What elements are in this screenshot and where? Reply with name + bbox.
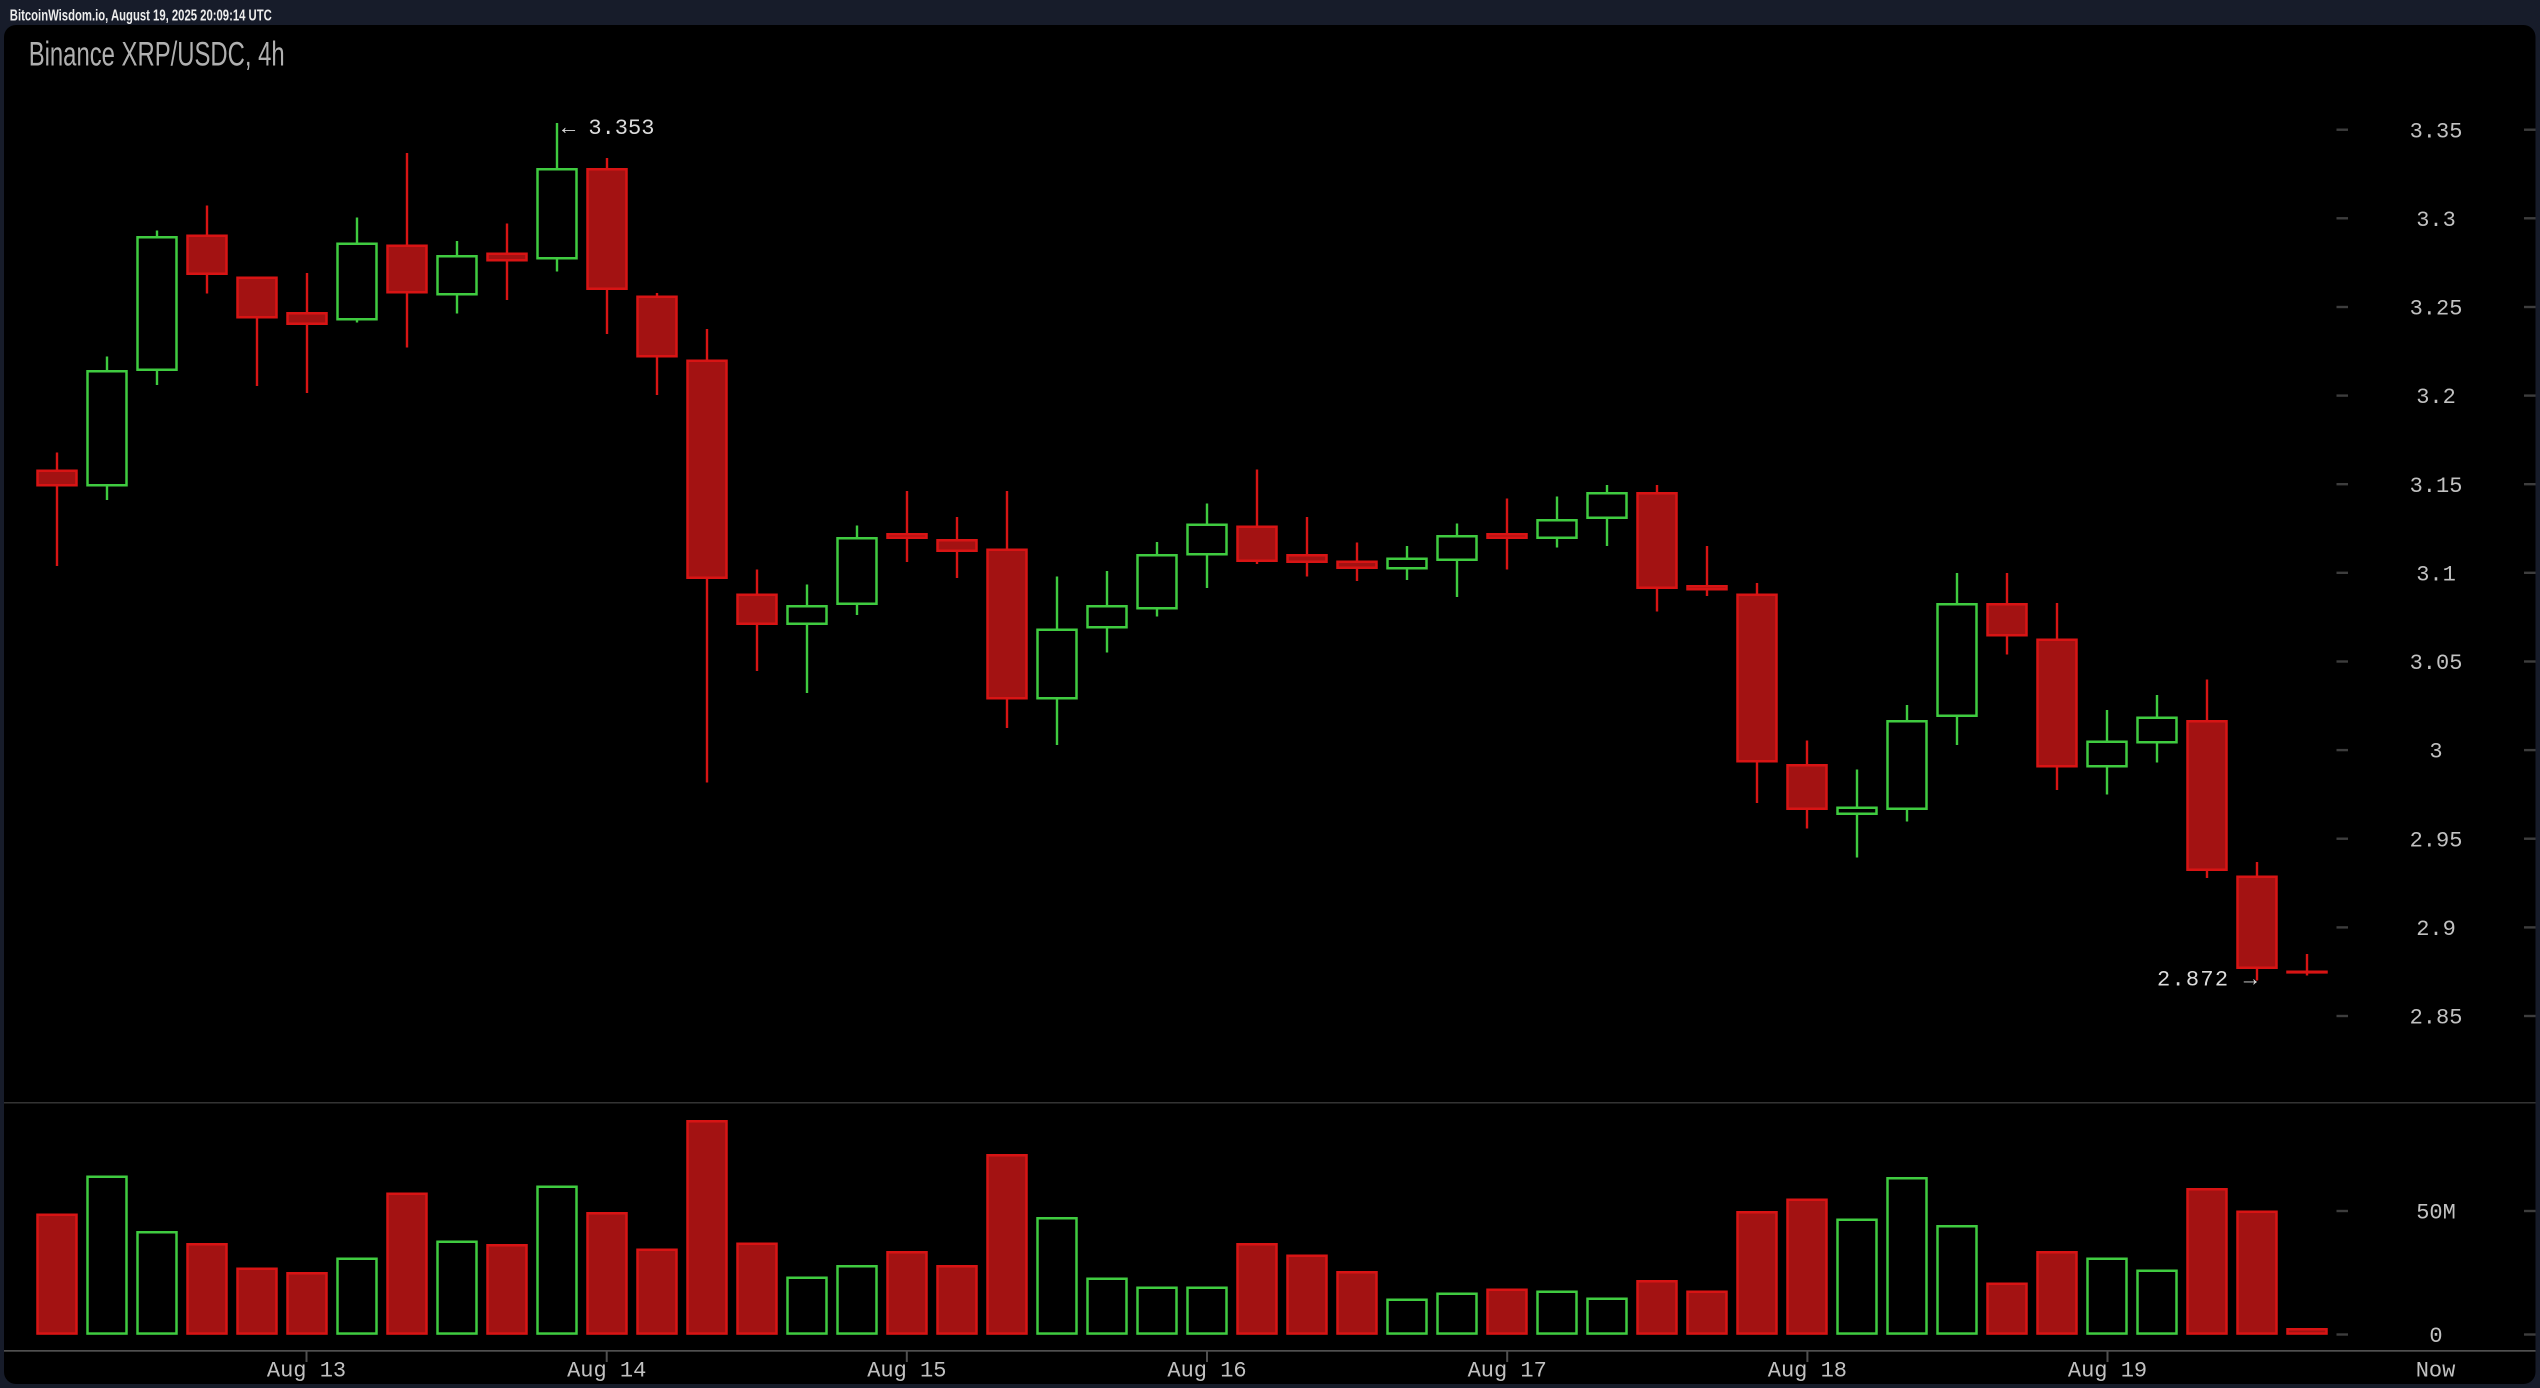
svg-text:Aug 16: Aug 16: [1167, 1359, 1246, 1384]
svg-text:3.3: 3.3: [2416, 208, 2456, 233]
svg-text:Aug 13: Aug 13: [267, 1359, 346, 1384]
svg-text:Now: Now: [2416, 1359, 2456, 1384]
svg-text:3.15: 3.15: [2410, 474, 2463, 499]
svg-text:Aug 19: Aug 19: [2068, 1359, 2147, 1384]
svg-text:2.872 →: 2.872 →: [2157, 968, 2258, 993]
svg-text:2.85: 2.85: [2410, 1006, 2463, 1031]
svg-text:3.05: 3.05: [2410, 651, 2463, 676]
svg-text:BitcoinWisdom.io, August 19, 2: BitcoinWisdom.io, August 19, 2025 20:09:…: [10, 7, 272, 24]
svg-text:3.25: 3.25: [2410, 297, 2463, 322]
svg-text:3: 3: [2429, 740, 2442, 765]
svg-text:3.35: 3.35: [2410, 119, 2463, 144]
svg-text:3.2: 3.2: [2416, 385, 2456, 410]
svg-text:← 3.353: ← 3.353: [562, 116, 654, 141]
svg-text:Aug 17: Aug 17: [1468, 1359, 1547, 1384]
svg-text:3.1: 3.1: [2416, 562, 2456, 587]
svg-text:Binance XRP/USDC, 4h: Binance XRP/USDC, 4h: [29, 36, 285, 74]
svg-text:Aug 18: Aug 18: [1768, 1359, 1847, 1384]
svg-text:2.9: 2.9: [2416, 917, 2456, 942]
svg-text:Aug 15: Aug 15: [867, 1359, 946, 1384]
svg-text:Aug 14: Aug 14: [567, 1359, 646, 1384]
svg-text:0: 0: [2429, 1324, 2442, 1349]
svg-text:2.95: 2.95: [2410, 828, 2463, 853]
svg-text:50M: 50M: [2416, 1201, 2456, 1226]
